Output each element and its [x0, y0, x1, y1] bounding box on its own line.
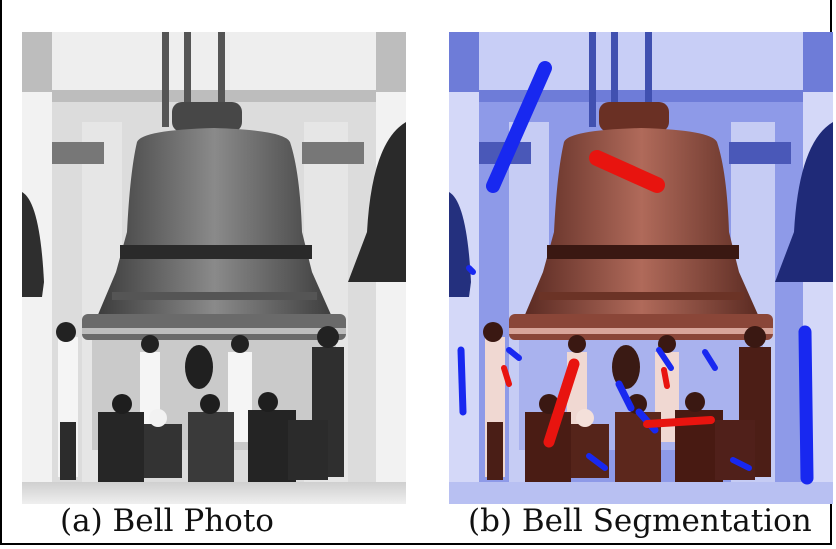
caption-panel-b: (b) Bell Segmentation [468, 503, 812, 539]
caption-panel-a: (a) Bell Photo [60, 503, 274, 539]
bell-photo [22, 32, 406, 504]
background-strokes [457, 61, 814, 485]
bell-segmentation-image [449, 32, 833, 504]
foreground-strokes [501, 150, 715, 448]
bell-segmentation [449, 32, 833, 504]
bell-photo-image [22, 32, 406, 504]
